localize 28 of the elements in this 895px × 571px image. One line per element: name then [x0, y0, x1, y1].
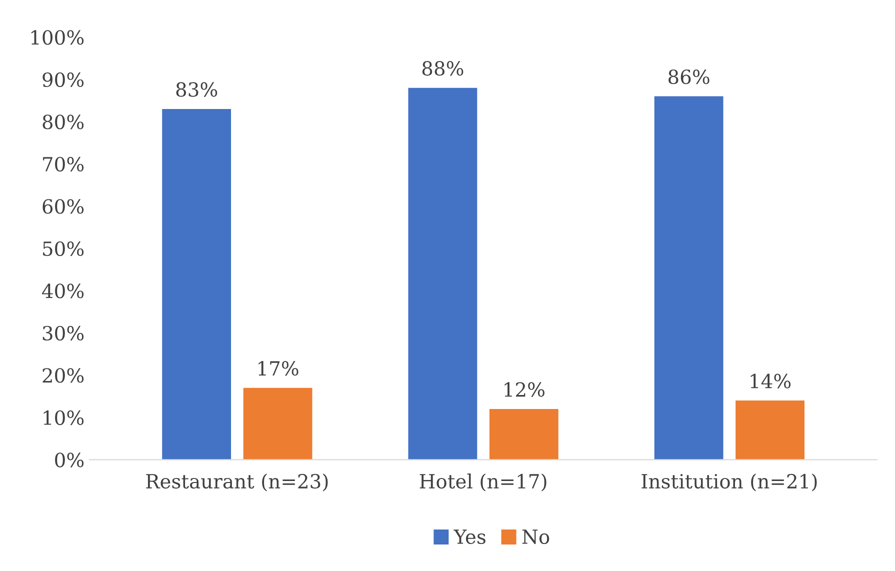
bar: [489, 408, 558, 460]
y-tick-label: 40%: [42, 284, 84, 298]
y-tick-label: 10%: [44, 410, 84, 426]
legend-label: Yes: [454, 530, 486, 544]
data-label: 83%: [176, 82, 218, 97]
legend-label: No: [522, 530, 550, 544]
bar: [654, 96, 724, 460]
bar: [408, 88, 478, 460]
data-label: 12%: [504, 382, 544, 397]
y-tick-label: 20%: [42, 368, 84, 383]
x-tick-label: Restaurant (n=23): [146, 474, 328, 492]
data-label: 86%: [668, 69, 710, 84]
y-tick-label: 70%: [43, 156, 84, 172]
bar: [736, 400, 804, 460]
y-tick-label: 0%: [55, 452, 84, 468]
data-label: 14%: [750, 374, 791, 388]
x-tick-label: Hotel (n=17): [420, 474, 546, 492]
y-tick-label: 60%: [42, 199, 84, 214]
x-tick-label: Institution (n=21): [642, 474, 817, 492]
data-label: 17%: [258, 361, 298, 376]
data-label: 88%: [422, 61, 464, 76]
y-tick-label: 80%: [42, 114, 84, 130]
bar: [243, 388, 312, 460]
y-tick-label: 100%: [31, 30, 84, 45]
y-tick-label: 90%: [42, 72, 84, 88]
y-tick-label: 50%: [43, 241, 84, 256]
y-tick-label: 30%: [42, 326, 84, 341]
bar: [162, 108, 232, 460]
